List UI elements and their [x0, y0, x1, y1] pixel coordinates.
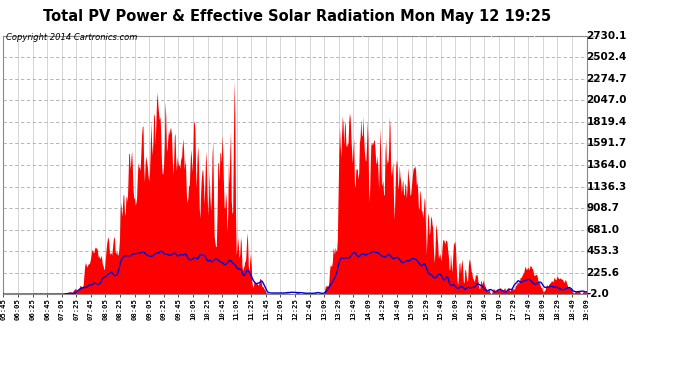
Text: 2502.4: 2502.4	[586, 52, 627, 62]
Text: 225.6: 225.6	[586, 268, 620, 278]
Text: Copyright 2014 Cartronics.com: Copyright 2014 Cartronics.com	[6, 33, 137, 42]
Text: PV Panels  (DC Watts): PV Panels (DC Watts)	[435, 30, 537, 39]
Text: 2274.7: 2274.7	[586, 74, 627, 84]
Text: 908.7: 908.7	[586, 203, 620, 213]
Text: 453.3: 453.3	[586, 246, 620, 256]
Text: 1136.3: 1136.3	[586, 182, 627, 192]
Text: 2047.0: 2047.0	[586, 95, 627, 105]
Text: 1364.0: 1364.0	[586, 160, 627, 170]
Text: Radiation (Effective W/m2): Radiation (Effective W/m2)	[311, 30, 437, 39]
Text: -2.0: -2.0	[586, 290, 609, 299]
Text: 681.0: 681.0	[586, 225, 620, 235]
Text: 1819.4: 1819.4	[586, 117, 627, 127]
Text: 2730.1: 2730.1	[586, 31, 627, 40]
Text: Total PV Power & Effective Solar Radiation Mon May 12 19:25: Total PV Power & Effective Solar Radiati…	[43, 9, 551, 24]
Text: 1591.7: 1591.7	[586, 138, 627, 148]
